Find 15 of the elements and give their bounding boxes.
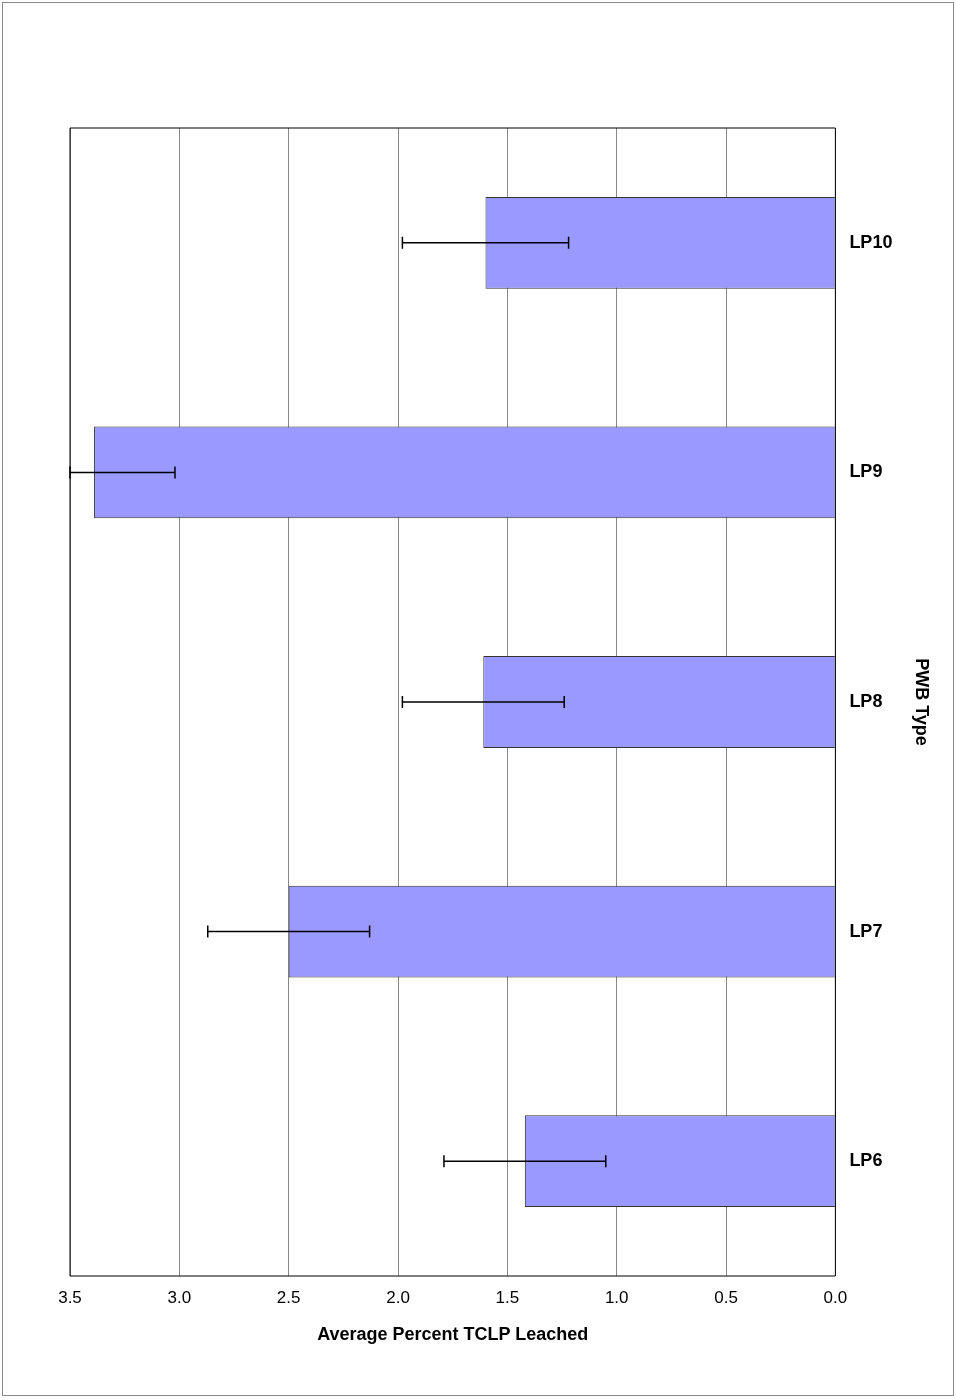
x-tick-label: 2.0 — [386, 1287, 410, 1307]
x-tick-label: 2.5 — [276, 1287, 301, 1307]
x-tick-label: 3.5 — [58, 1287, 82, 1307]
y-tick-label: LP8 — [849, 690, 883, 711]
y-tick-label: LP9 — [849, 461, 883, 482]
x-tick-label: 1.0 — [604, 1287, 629, 1307]
x-tick-label: 0.0 — [823, 1287, 848, 1307]
x-tick-label: 1.5 — [495, 1287, 520, 1307]
y-tick-label: LP7 — [849, 920, 883, 941]
x-tick-label: 3.0 — [167, 1287, 192, 1307]
x-axis-title: Average Percent TCLP Leached — [317, 1324, 589, 1345]
y-axis-title: PWB Type — [912, 658, 933, 746]
y-tick-label: LP10 — [849, 231, 893, 252]
y-tick-label: LP6 — [849, 1150, 883, 1171]
x-tick-label: 0.5 — [714, 1287, 738, 1307]
